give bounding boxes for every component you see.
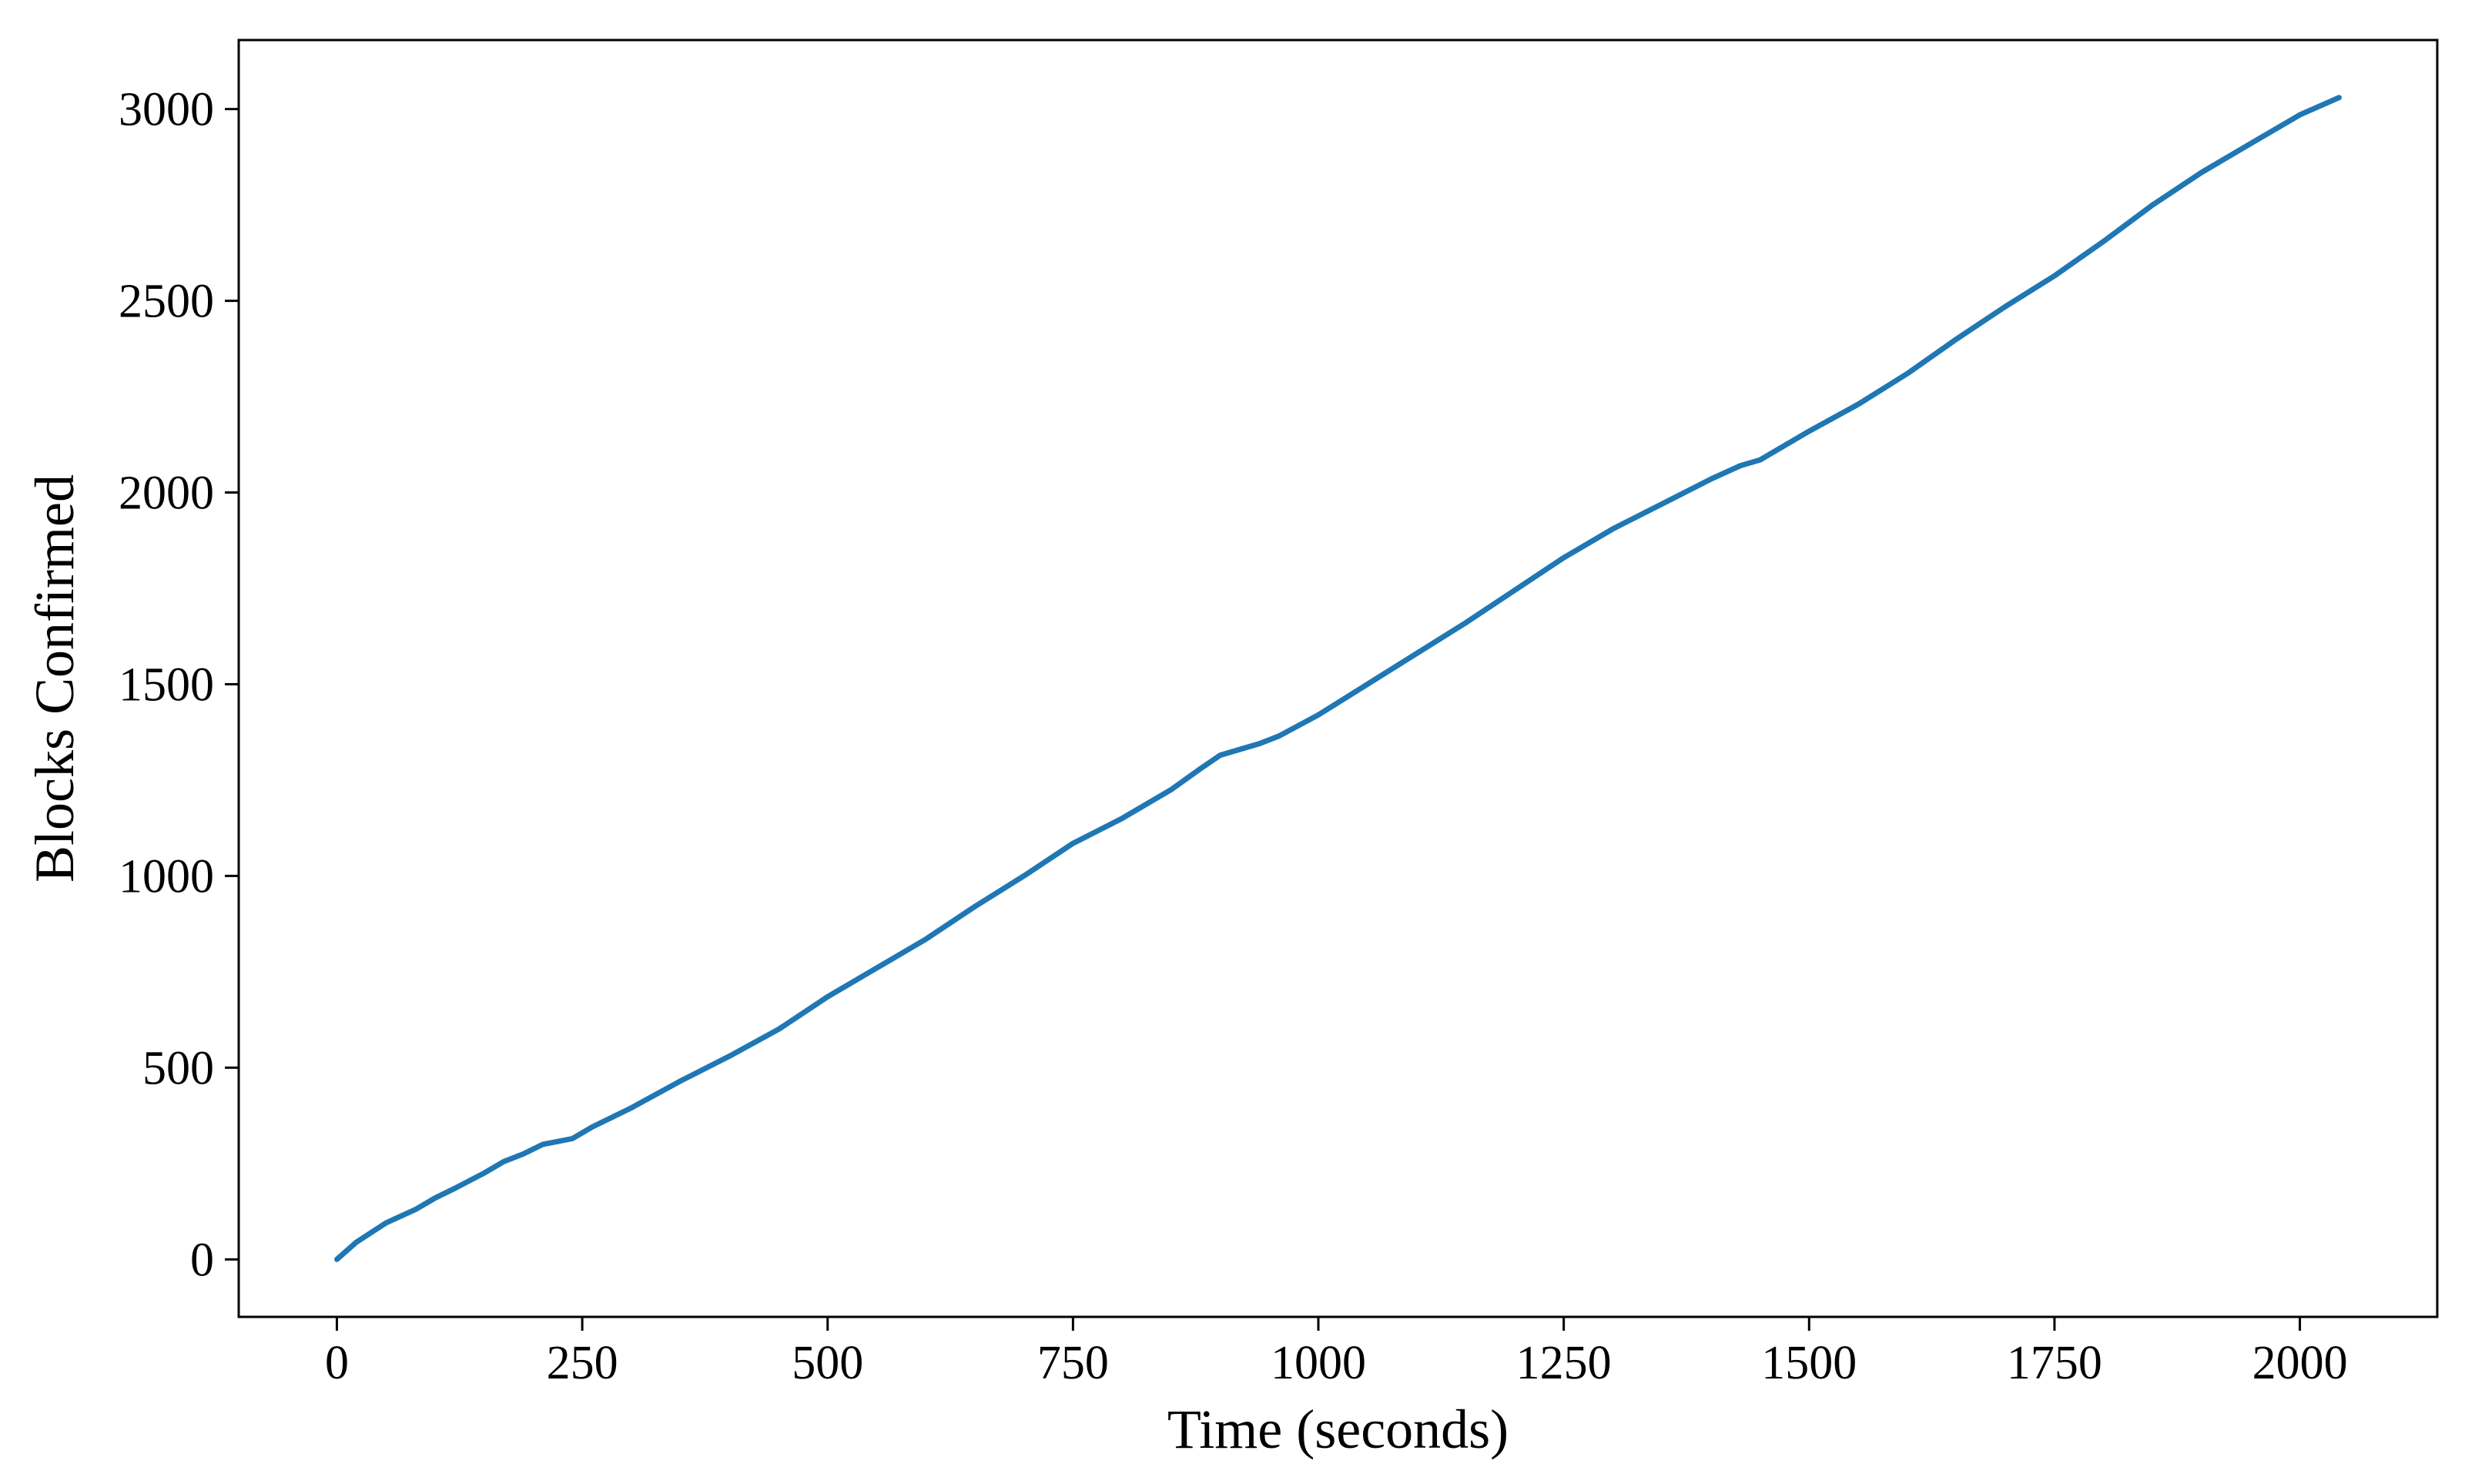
- plot-area: [334, 95, 2342, 1262]
- y-tick-label: 2500: [119, 276, 214, 328]
- x-tick-label: 1000: [1271, 1337, 1366, 1389]
- x-tick-label: 750: [1037, 1337, 1109, 1389]
- y-tick-label: 3000: [119, 84, 214, 136]
- x-tick-label: 2000: [2252, 1337, 2348, 1389]
- y-tick-label: 500: [142, 1042, 214, 1094]
- series-line: [334, 95, 2342, 1262]
- y-tick-label: 2000: [119, 467, 214, 520]
- y-tick-label: 1500: [119, 658, 214, 711]
- x-tick-label: 500: [792, 1337, 863, 1389]
- x-tick-label: 0: [325, 1337, 349, 1389]
- x-tick-label: 1750: [2007, 1337, 2102, 1389]
- plot-frame: [237, 39, 2439, 1318]
- x-tick-label: 1500: [1761, 1337, 1857, 1389]
- y-axis: 0 500 1000 1500 2000 2500 3000: [119, 84, 239, 1286]
- y-tick-label: 0: [190, 1234, 214, 1286]
- y-tick-label: 1000: [119, 850, 214, 903]
- x-tick-label: 1250: [1516, 1337, 1612, 1389]
- x-axis-label: Time (seconds): [1167, 1399, 1509, 1460]
- x-axis: 0 250 500 750 1000 1250 1500 1750 2000: [325, 1317, 2348, 1389]
- x-tick-label: 250: [547, 1337, 618, 1389]
- y-axis-label: Blocks Confirmed: [24, 474, 85, 883]
